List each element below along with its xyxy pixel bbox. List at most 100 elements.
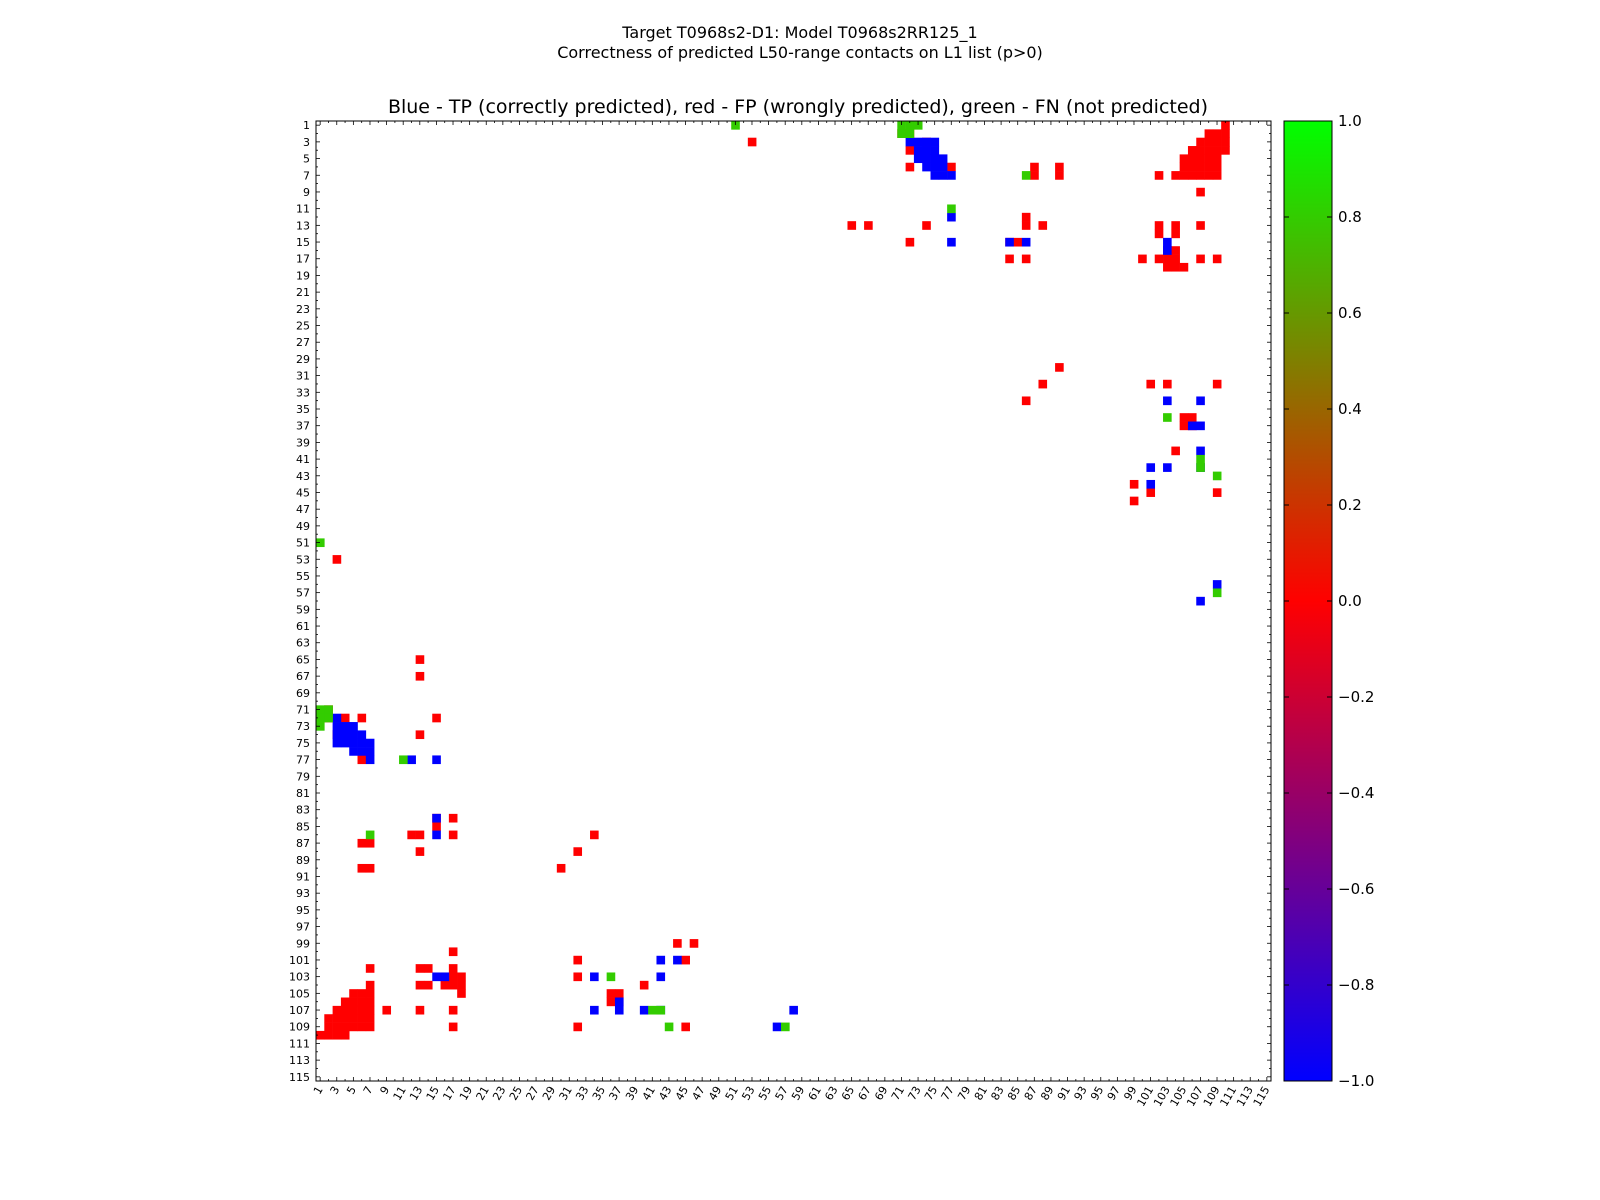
x-tick-label: 47: [689, 1084, 707, 1103]
contact-cell-fp: [1129, 479, 1139, 489]
contact-cell-tp: [913, 146, 923, 155]
y-tick-label: 25: [296, 320, 310, 333]
contact-cell-fp: [415, 671, 425, 681]
colorbar: [1283, 120, 1333, 1082]
x-axis-ticks: 1 3 5 7 911131517192123252729313335373941434…: [311, 1084, 1272, 1109]
contact-cell-fp: [905, 146, 915, 155]
x-tick-label: 63: [822, 1084, 840, 1103]
contact-cell-fp: [324, 1030, 333, 1040]
contact-cell-fp: [1187, 413, 1197, 422]
y-tick-label: 37: [296, 420, 310, 433]
contact-cell-tp: [590, 1005, 599, 1015]
contact-cell-tp: [1212, 580, 1222, 589]
contact-cell-tp: [614, 997, 624, 1007]
contact-cell-fp: [1013, 237, 1023, 247]
contact-cell-fp: [639, 980, 649, 990]
contact-cell-fp: [1212, 137, 1222, 147]
contact-cell-fp: [1163, 254, 1172, 264]
contact-cell-tp: [340, 738, 350, 748]
contact-cell-fp: [1005, 254, 1014, 264]
contact-cell-tp: [913, 154, 923, 164]
contact-cell-fp: [448, 1005, 458, 1015]
y-tick-label: 31: [296, 370, 310, 383]
contact-cell-fp: [1179, 421, 1189, 431]
contact-cell-fn: [324, 713, 333, 723]
contact-cell-fn: [781, 1022, 790, 1032]
contact-cell-fp: [1171, 229, 1180, 239]
x-tick-label: 113: [1234, 1084, 1256, 1109]
contact-cell-fp: [332, 1005, 342, 1015]
contact-cell-fp: [1212, 488, 1222, 497]
y-tick-label: 59: [296, 603, 310, 616]
colorbar-tick-label: 0.6: [1338, 304, 1362, 322]
contact-cell-tp: [432, 972, 441, 982]
contact-cell-fn: [1212, 471, 1222, 481]
contact-cell-fp: [1179, 262, 1189, 272]
y-tick-label: 109: [289, 1021, 310, 1034]
suptitle-line-1: Target T0968s2-D1: Model T0968s2RR125_1: [621, 23, 977, 43]
contact-cell-fp: [1030, 171, 1039, 180]
contact-cell-fp: [1196, 187, 1205, 197]
contact-cell-fn: [316, 722, 325, 731]
contact-cell-fp: [365, 964, 375, 973]
contact-cell-fp: [1212, 379, 1222, 389]
contact-cell-tp: [930, 146, 940, 155]
contact-cell-fp: [1187, 154, 1197, 164]
contact-cell-fp: [1179, 413, 1189, 422]
contact-cell-fp: [590, 830, 599, 840]
contact-cell-fp: [1196, 221, 1205, 230]
contact-cell-fp: [332, 555, 342, 564]
y-tick-label: 13: [296, 219, 310, 232]
x-tick-label: 115: [1251, 1084, 1273, 1109]
x-tick-label: 89: [1038, 1084, 1056, 1103]
y-tick-label: 45: [296, 486, 310, 499]
contact-cell-tp: [656, 955, 666, 965]
contact-cell-fp: [349, 1005, 358, 1015]
contact-cell-fp: [922, 221, 931, 230]
x-tick-label: 19: [457, 1084, 475, 1103]
contact-cell-fp: [340, 1022, 350, 1032]
x-tick-label: 9: [377, 1084, 392, 1097]
contact-cell-fp: [415, 980, 425, 990]
contact-cell-fp: [1171, 446, 1180, 456]
x-tick-label: 109: [1201, 1084, 1223, 1109]
y-tick-label: 99: [296, 937, 310, 950]
x-tick-label: 81: [972, 1084, 990, 1103]
contact-cell-fp: [606, 997, 616, 1007]
x-tick-label: 107: [1184, 1084, 1206, 1109]
contact-cell-tp: [357, 747, 367, 756]
contact-cell-fn: [1212, 588, 1222, 598]
contact-cell-tp: [938, 154, 948, 164]
contact-cell-fp: [681, 1022, 690, 1032]
y-tick-label: 111: [289, 1037, 310, 1050]
contact-cell-fn: [664, 1022, 674, 1032]
colorbar-tick-label: 0.2: [1338, 496, 1362, 514]
x-tick-label: 69: [872, 1084, 890, 1103]
contact-cell-fp: [1196, 154, 1205, 164]
contact-cell-fp: [340, 713, 350, 723]
contact-cell-tp: [365, 747, 375, 756]
y-tick-label: 3: [303, 136, 310, 149]
y-tick-label: 73: [296, 720, 310, 733]
contact-cell-tp: [357, 730, 367, 740]
contact-cell-tp: [365, 738, 375, 748]
contact-cell-fp: [365, 997, 375, 1007]
contact-cell-tp: [340, 722, 350, 731]
contact-cell-fp: [1154, 229, 1164, 239]
y-tick-label: 9: [303, 186, 310, 199]
x-tick-label: 39: [623, 1084, 641, 1103]
contact-cell-fp: [332, 1030, 342, 1040]
x-tick-label: 95: [1088, 1084, 1106, 1103]
contact-cell-tp: [1187, 421, 1197, 431]
contact-cell-tp: [772, 1022, 782, 1032]
contact-cell-fn: [913, 121, 923, 130]
y-tick-label: 39: [296, 436, 310, 449]
contact-cell-fp: [1129, 496, 1139, 506]
contact-cell-fp: [1204, 129, 1214, 138]
contact-cell-fp: [1179, 162, 1189, 172]
contact-cell-fp: [1154, 221, 1164, 230]
plot-title: Blue - TP (correctly predicted), red - F…: [388, 96, 1208, 118]
y-tick-label: 69: [296, 687, 310, 700]
y-tick-label: 87: [296, 837, 310, 850]
x-tick-label: 73: [905, 1084, 923, 1103]
